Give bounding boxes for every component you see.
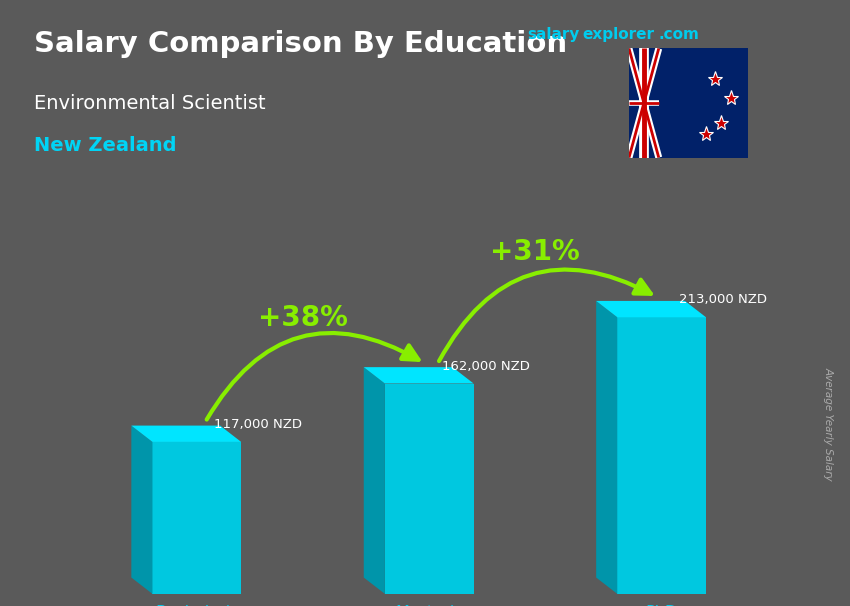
Text: 213,000 NZD: 213,000 NZD — [678, 293, 767, 307]
Polygon shape — [596, 301, 706, 318]
FancyBboxPatch shape — [629, 48, 748, 158]
Text: Salary Comparison By Education: Salary Comparison By Education — [34, 30, 567, 58]
Text: New Zealand: New Zealand — [34, 136, 177, 155]
Text: +38%: +38% — [258, 304, 348, 332]
Text: .com: .com — [659, 27, 700, 42]
Text: +31%: +31% — [490, 238, 580, 266]
Text: salary: salary — [527, 27, 580, 42]
Polygon shape — [132, 425, 152, 594]
Text: 162,000 NZD: 162,000 NZD — [442, 359, 530, 373]
Polygon shape — [385, 384, 473, 594]
Text: Environmental Scientist: Environmental Scientist — [34, 94, 265, 113]
Polygon shape — [364, 367, 385, 594]
Polygon shape — [132, 425, 241, 442]
Polygon shape — [152, 442, 241, 594]
Polygon shape — [364, 367, 473, 384]
Polygon shape — [617, 318, 706, 594]
Polygon shape — [596, 301, 617, 594]
Text: 117,000 NZD: 117,000 NZD — [213, 418, 302, 431]
Text: Average Yearly Salary: Average Yearly Salary — [824, 367, 834, 481]
Text: explorer: explorer — [582, 27, 654, 42]
